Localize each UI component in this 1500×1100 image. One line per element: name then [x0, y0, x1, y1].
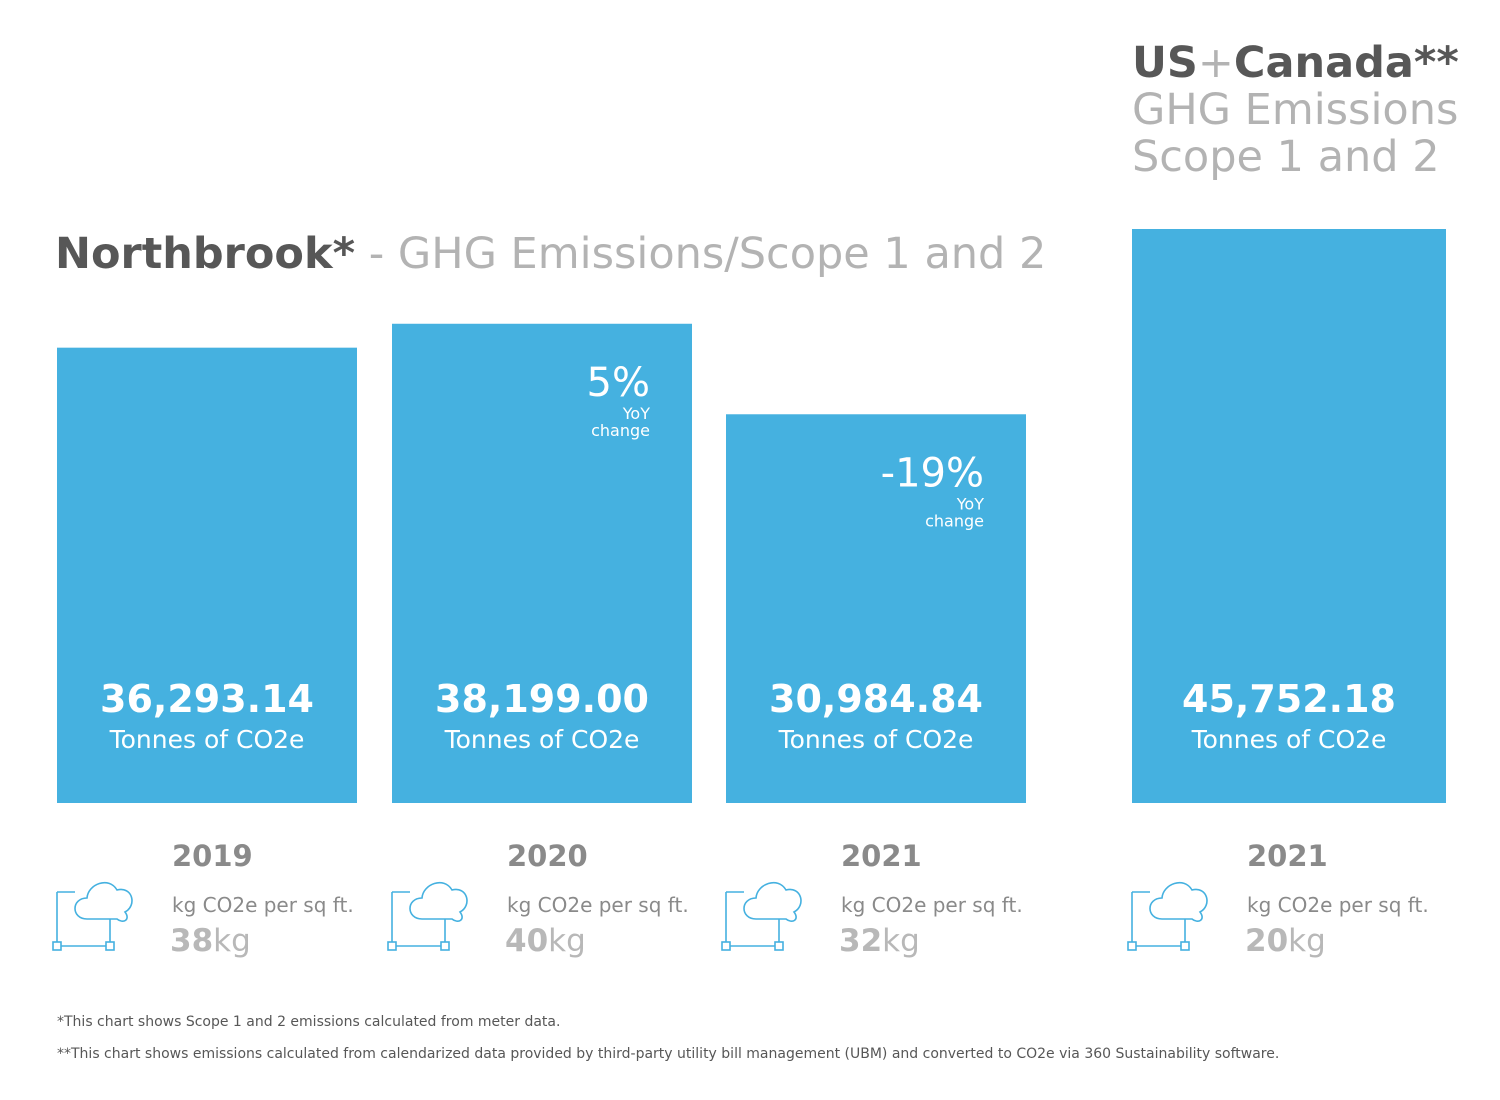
- bar-unit-label-2: Tonnes of CO2e: [778, 725, 974, 754]
- northbrook-title: Northbrook* - GHG Emissions/Scope 1 and …: [55, 229, 1046, 279]
- per-sqft-label-3: kg CO2e per sq ft.: [1247, 893, 1429, 917]
- cloud-network-icon: [721, 881, 802, 951]
- bar-value-label-3: 45,752.18: [1182, 677, 1396, 721]
- bars-group: 36,293.14 Tonnes of CO2e 2019 kg CO2e per s…: [52, 229, 1446, 959]
- year-label-3: 2021: [1247, 839, 1328, 873]
- bar-value-label-2: 30,984.84: [769, 677, 983, 721]
- northbrook-title-rest: - GHG Emissions/Scope 1 and 2: [355, 229, 1046, 279]
- per-sqft-value-2: 32kg: [839, 923, 920, 959]
- uscanada-us: US: [1132, 38, 1198, 88]
- per-sqft-value-3: 20kg: [1245, 923, 1326, 959]
- uscanada-plus: +: [1198, 38, 1234, 88]
- year-label-0: 2019: [172, 839, 253, 873]
- per-sqft-value-0: 38kg: [170, 923, 251, 959]
- year-label-2: 2021: [841, 839, 922, 873]
- cloud-network-icon: [1127, 881, 1208, 951]
- per-sqft-unit-1: kg: [548, 923, 586, 959]
- per-sqft-number-3: 20: [1245, 923, 1288, 959]
- per-sqft-unit-2: kg: [882, 923, 920, 959]
- bar-unit-label-1: Tonnes of CO2e: [444, 725, 640, 754]
- bar-2: [726, 414, 1026, 803]
- yoy-label1-1: YoY: [622, 404, 650, 423]
- northbrook-title-bold: Northbrook*: [55, 229, 355, 279]
- yoy-label2-2: change: [925, 511, 984, 530]
- bar-1: [392, 323, 692, 803]
- cloud-network-icon: [52, 881, 133, 951]
- uscanada-title: US+Canada** GHG Emissions Scope 1 and 2: [1132, 38, 1459, 182]
- bar-value-label-0: 36,293.14: [100, 677, 314, 721]
- uscanada-canada: Canada**: [1234, 38, 1459, 88]
- uscanada-line3: Scope 1 and 2: [1132, 132, 1440, 182]
- per-sqft-unit-0: kg: [213, 923, 251, 959]
- per-sqft-label-0: kg CO2e per sq ft.: [172, 893, 354, 917]
- per-sqft-number-1: 40: [505, 923, 548, 959]
- per-sqft-number-2: 32: [839, 923, 882, 959]
- footnote-2: **This chart shows emissions calculated …: [57, 1046, 1279, 1062]
- svg-text:US+Canada**: US+Canada**: [1132, 38, 1459, 88]
- year-label-1: 2020: [507, 839, 588, 873]
- bar-3: [1132, 229, 1446, 803]
- bar-unit-label-3: Tonnes of CO2e: [1191, 725, 1387, 754]
- yoy-label1-2: YoY: [956, 494, 984, 513]
- bar-0: [57, 347, 357, 803]
- per-sqft-label-1: kg CO2e per sq ft.: [507, 893, 689, 917]
- bar-unit-label-0: Tonnes of CO2e: [109, 725, 305, 754]
- yoy-change-1: 5%: [587, 360, 650, 406]
- per-sqft-unit-3: kg: [1288, 923, 1326, 959]
- yoy-change-2: -19%: [881, 450, 984, 496]
- per-sqft-label-2: kg CO2e per sq ft.: [841, 893, 1023, 917]
- yoy-label2-1: change: [591, 421, 650, 440]
- per-sqft-number-0: 38: [170, 923, 213, 959]
- footnote-1: *This chart shows Scope 1 and 2 emission…: [57, 1014, 560, 1030]
- per-sqft-value-1: 40kg: [505, 923, 586, 959]
- uscanada-line2: GHG Emissions: [1132, 85, 1458, 135]
- cloud-network-icon: [387, 881, 468, 951]
- bar-value-label-1: 38,199.00: [435, 677, 649, 721]
